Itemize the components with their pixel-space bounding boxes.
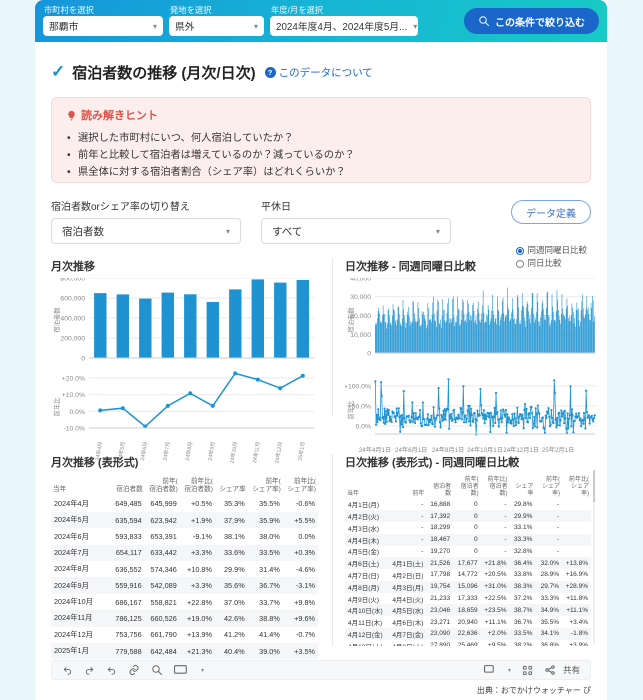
svg-text:24年8月1日: 24年8月1日 — [432, 446, 464, 454]
svg-text:+50.0%: +50.0% — [348, 404, 371, 411]
svg-text:+10.0%: +10.0% — [62, 392, 85, 399]
svg-text:-10.0%: -10.0% — [63, 426, 85, 433]
svg-text:24年6月1日: 24年6月1日 — [395, 446, 427, 454]
svg-text:0.0%: 0.0% — [70, 409, 86, 416]
svg-text:20,000: 20,000 — [350, 313, 371, 320]
svg-text:400,000: 400,000 — [60, 316, 85, 323]
svg-text:0: 0 — [81, 356, 85, 363]
svg-text:25年2月1日: 25年2月1日 — [542, 446, 574, 454]
svg-text:800,000: 800,000 — [60, 278, 85, 283]
svg-text:30,000: 30,000 — [350, 294, 371, 301]
svg-text:24年10月1日: 24年10月1日 — [467, 446, 503, 454]
svg-text:24年12月1日: 24年12月1日 — [503, 446, 539, 454]
svg-text:0.0%: 0.0% — [356, 424, 372, 431]
svg-text:+20.0%: +20.0% — [62, 376, 85, 383]
svg-text:600,000: 600,000 — [60, 296, 85, 303]
svg-text:40,000: 40,000 — [350, 278, 371, 283]
svg-text:10,000: 10,000 — [350, 332, 371, 339]
svg-text:+100.0%: +100.0% — [345, 384, 371, 391]
svg-text:200,000: 200,000 — [60, 336, 85, 343]
svg-text:24年4月1日: 24年4月1日 — [359, 446, 391, 454]
svg-text:前年比: 前年比 — [52, 397, 61, 417]
svg-text:0: 0 — [367, 351, 371, 358]
